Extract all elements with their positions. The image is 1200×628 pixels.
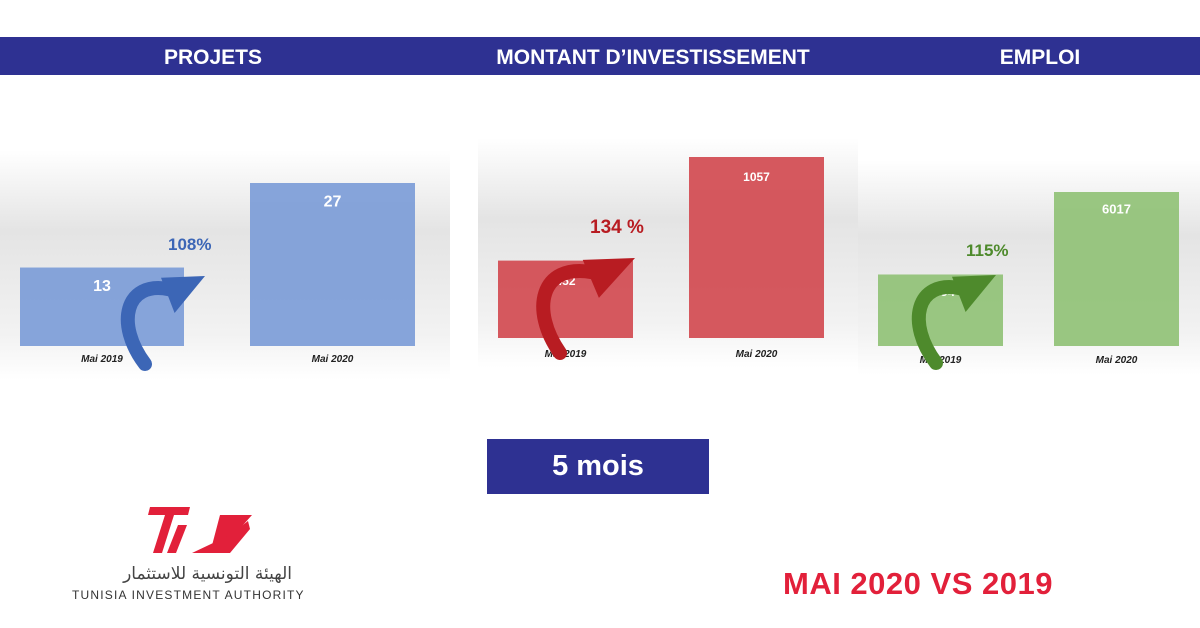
footer-title: MAI 2020 VS 2019 [783,566,1053,601]
logo-english-text: TUNISIA INVESTMENT AUTHORITY [72,588,305,602]
tia-logo [148,507,252,553]
bar-mai-2019 [20,267,184,346]
header-title-projets: PROJETS [163,46,263,69]
chart-projets: 13 Mai 2019 27 Mai 2020 108% [0,150,450,380]
chart-panel-emploi: 2794 Mai 2019 6017 Mai 2020 115% [858,160,1200,375]
curved-arrow-icon [536,258,635,360]
bar-value-label: 6017 [1102,202,1131,217]
bar-value-label: 1057 [743,170,770,184]
bar-mai-2020 [1054,192,1179,346]
header-title-emploi: EMPLOI [999,46,1081,69]
chart-panel-investissement: 452 Mai 2019 1057 Mai 2020 134 % [478,138,858,368]
bar-value-label: 13 [93,278,111,295]
category-label: Mai 2020 [1096,355,1138,366]
period-box: 5 mois [487,439,709,494]
bar-value-label: 27 [324,194,342,211]
header-bar: PROJETS MONTANT D’INVESTISSEMENT EMPLOI [0,37,1200,75]
growth-percentage-label: 115% [966,241,1009,260]
growth-percentage-label: 108% [168,235,211,254]
curved-arrow-icon [911,275,996,370]
chart-panel-projets: 13 Mai 2019 27 Mai 2020 108% [0,150,450,380]
header-title-investissement: MONTANT D’INVESTISSEMENT [496,46,810,69]
logo-arabic-text: الهيئة التونسية للاستثمار [123,564,292,584]
category-label: Mai 2020 [312,354,354,365]
category-label: Mai 2020 [736,349,778,360]
curved-arrow-icon [120,276,205,371]
category-label: Mai 2019 [81,354,123,365]
growth-percentage-label: 134 % [590,217,644,238]
bar-mai-2020 [689,157,824,338]
bar-mai-2020 [250,183,415,346]
